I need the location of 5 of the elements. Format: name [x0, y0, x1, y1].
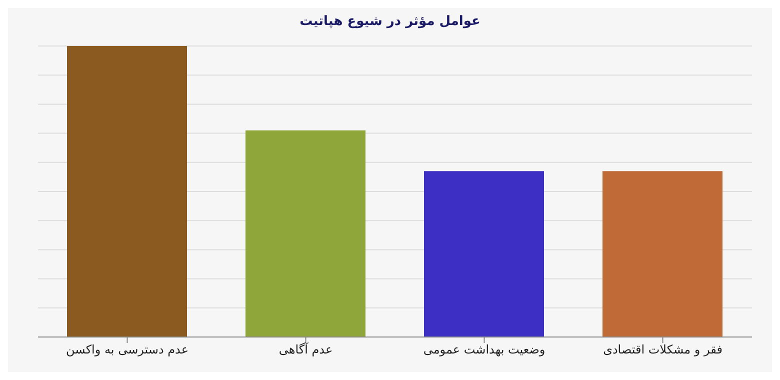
- x-tick-label: عدم دسترسی به واکسن: [66, 342, 188, 357]
- x-tick-label: وضعیت بهداشت عمومی: [423, 342, 546, 357]
- x-tick-label: فقر و مشکلات اقتصادی: [603, 342, 722, 357]
- x-tick-label: عدم آگاهی: [278, 342, 333, 357]
- chart-title: عوامل مؤثر در شیوع هپاتیت: [298, 13, 482, 31]
